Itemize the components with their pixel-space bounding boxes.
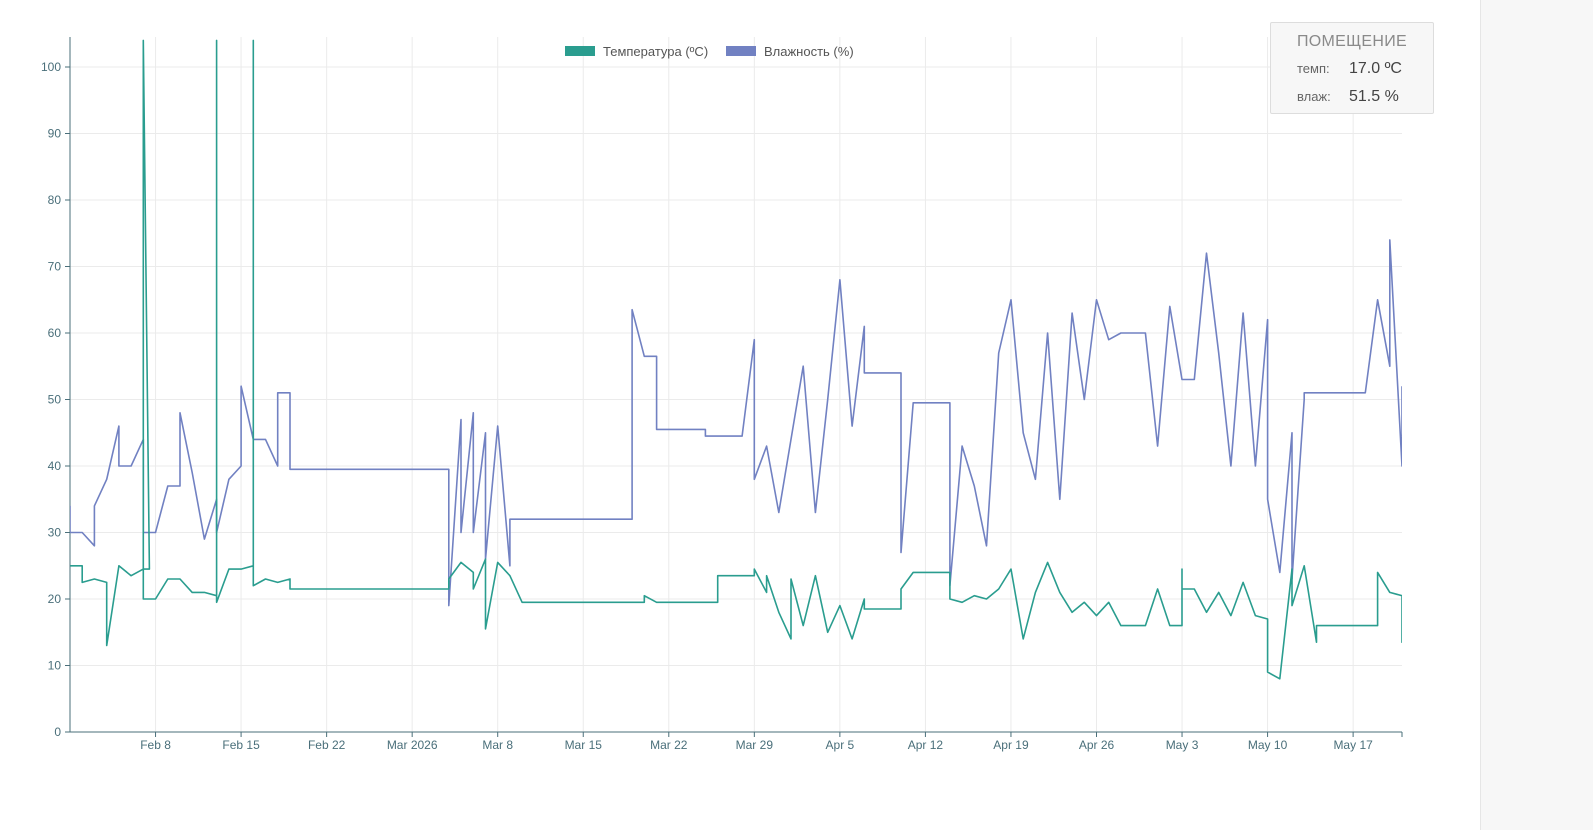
x-tick-label: Apr 26 [1079, 738, 1115, 752]
y-tick-label: 10 [48, 659, 62, 673]
y-tick-label: 50 [48, 393, 62, 407]
chart-area: 0 10 20 30 40 50 60 70 80 90 100 Feb 8 Feb 15 Feb 22 M… [40, 22, 1434, 752]
humidity-label: влаж: [1297, 89, 1331, 104]
y-tick-label: 70 [48, 260, 62, 274]
x-tick-label: Apr 19 [993, 738, 1029, 752]
x-tick-label: Feb 8 [140, 738, 171, 752]
grid [70, 37, 1402, 733]
x-tick-label: Mar 22 [650, 738, 688, 752]
line-chart: 0 10 20 30 40 50 60 70 80 90 100 Feb 8 Feb 15 Feb 22 M… [41, 37, 1403, 752]
y-tick-label: 100 [41, 60, 61, 74]
x-tick-label: Mar 29 [736, 738, 774, 752]
x-tick-label: Mar 8 [482, 738, 513, 752]
y-tick-label: 80 [48, 193, 62, 207]
x-tick-label: Mar 15 [565, 738, 603, 752]
y-tick-label: 90 [48, 127, 62, 141]
x-tick-label: Feb 15 [222, 738, 260, 752]
room-info-title: ПОМЕЩЕНИЕ [1296, 33, 1408, 50]
temperature-row: темп: 17.0 ºC [1297, 60, 1402, 78]
x-tick-label: Apr 12 [908, 738, 944, 752]
legend-humidity-swatch [726, 46, 756, 56]
y-tick-label: 30 [48, 526, 62, 540]
humidity-series-line [70, 239, 1402, 607]
x-tick-label: Mar 2026 [387, 738, 438, 752]
humidity-row: влаж: 51.5 % [1297, 88, 1399, 106]
legend-temperature-swatch [565, 46, 595, 56]
y-tick-label: 40 [48, 459, 62, 473]
x-tick-label: May 17 [1333, 738, 1373, 752]
x-tick-label: May 10 [1248, 738, 1288, 752]
temperature-label: темп: [1297, 61, 1330, 76]
y-tick-label: 0 [54, 725, 61, 739]
humidity-value: 51.5 % [1349, 88, 1399, 105]
temperature-series-line [70, 39, 1402, 680]
legend-temperature[interactable]: Температура (ºC) [565, 44, 708, 59]
x-tick-label: Apr 5 [826, 738, 855, 752]
legend-humidity-label: Влажность (%) [764, 44, 854, 59]
x-tick-label: May 3 [1166, 738, 1199, 752]
y-tick-label: 20 [48, 592, 62, 606]
legend-humidity[interactable]: Влажность (%) [726, 44, 854, 59]
room-info-box: ПОМЕЩЕНИЕ темп: 17.0 ºC влаж: 51.5 % [1270, 22, 1434, 114]
side-panel [1480, 0, 1593, 830]
x-tick-label: Feb 22 [308, 738, 346, 752]
temperature-value: 17.0 ºC [1349, 60, 1402, 77]
axes: 0 10 20 30 40 50 60 70 80 90 100 Feb 8 Feb 15 Feb 22 M… [41, 37, 1403, 752]
legend-temperature-label: Температура (ºC) [603, 44, 708, 59]
legend[interactable]: Температура (ºC) Влажность (%) [565, 44, 854, 59]
y-tick-label: 60 [48, 326, 62, 340]
series-lines [70, 39, 1402, 680]
